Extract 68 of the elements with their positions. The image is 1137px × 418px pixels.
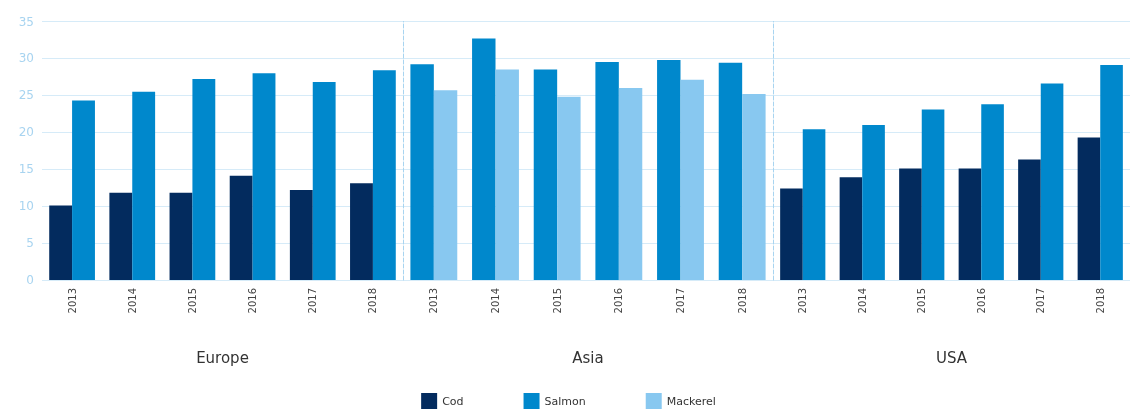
y-tick-label: 25: [18, 88, 34, 103]
x-axis-title: USA: [935, 348, 968, 367]
bar: [312, 82, 336, 280]
legend-label: Salmon: [544, 394, 586, 408]
x-axis-title: Asia: [572, 348, 604, 367]
x-tick-label: 2015: [551, 288, 563, 314]
bar: [472, 38, 496, 280]
x-tick-label: 2015: [186, 288, 198, 314]
bar: [657, 59, 681, 280]
x-tick-label: 2017: [307, 288, 319, 314]
bar: [595, 62, 619, 280]
x-tick-label: 2013: [428, 288, 440, 314]
bar: [1040, 83, 1064, 280]
bar: [72, 100, 95, 280]
legend-label: Cod: [442, 394, 464, 408]
bar: [958, 168, 982, 280]
bar: [372, 70, 396, 280]
bar: [802, 129, 826, 280]
y-tick-label: 5: [26, 236, 34, 251]
x-tick-label: 2017: [675, 288, 686, 314]
x-tick-label: 2018: [736, 288, 748, 314]
legend-label: Mackerel: [666, 394, 716, 408]
bar: [557, 96, 581, 280]
bar: [718, 62, 743, 280]
bar: [350, 183, 373, 280]
bar: [229, 175, 253, 280]
bar: [1077, 137, 1101, 280]
x-tick-label: 2018: [367, 288, 379, 314]
bar: [921, 109, 945, 280]
bar: [899, 168, 922, 280]
y-tick-label: 15: [18, 162, 34, 177]
x-tick-label: 2015: [916, 288, 928, 314]
bar: [495, 69, 519, 280]
bar: [289, 189, 313, 280]
bar: [132, 91, 156, 280]
x-tick-label: 2014: [490, 288, 501, 314]
bar: [680, 79, 704, 280]
x-axis-title: Europe: [196, 348, 249, 367]
x-tick-label: 2014: [856, 288, 868, 314]
bar: [192, 79, 216, 280]
y-tick-label: 0: [26, 273, 34, 287]
x-tick-label: 2016: [975, 288, 987, 314]
bar: [780, 188, 803, 280]
y-tick-label: 10: [18, 199, 34, 214]
bar: [618, 87, 643, 280]
bar: [1100, 65, 1123, 280]
x-tick-label: 2018: [1094, 288, 1106, 314]
bar: [109, 192, 133, 280]
x-tick-label: 2016: [247, 288, 259, 314]
bar: [49, 205, 73, 280]
bar: [1018, 159, 1041, 280]
x-tick-label: 2017: [1035, 288, 1047, 314]
bar: [533, 69, 558, 280]
x-tick-label: 2013: [797, 288, 809, 314]
bar: [433, 90, 458, 280]
x-tick-label: 2014: [126, 288, 138, 314]
bar: [981, 104, 1004, 280]
bar: [169, 192, 193, 280]
bar: [742, 93, 766, 280]
bar: [410, 64, 434, 280]
bar: [839, 177, 863, 280]
y-tick-label: 35: [18, 14, 34, 29]
x-tick-label: 2016: [613, 288, 625, 314]
bar: [252, 73, 276, 280]
y-tick-label: 20: [18, 125, 34, 140]
y-tick-label: 30: [18, 51, 34, 66]
x-tick-label: 2013: [66, 288, 78, 314]
bar: [862, 124, 885, 280]
